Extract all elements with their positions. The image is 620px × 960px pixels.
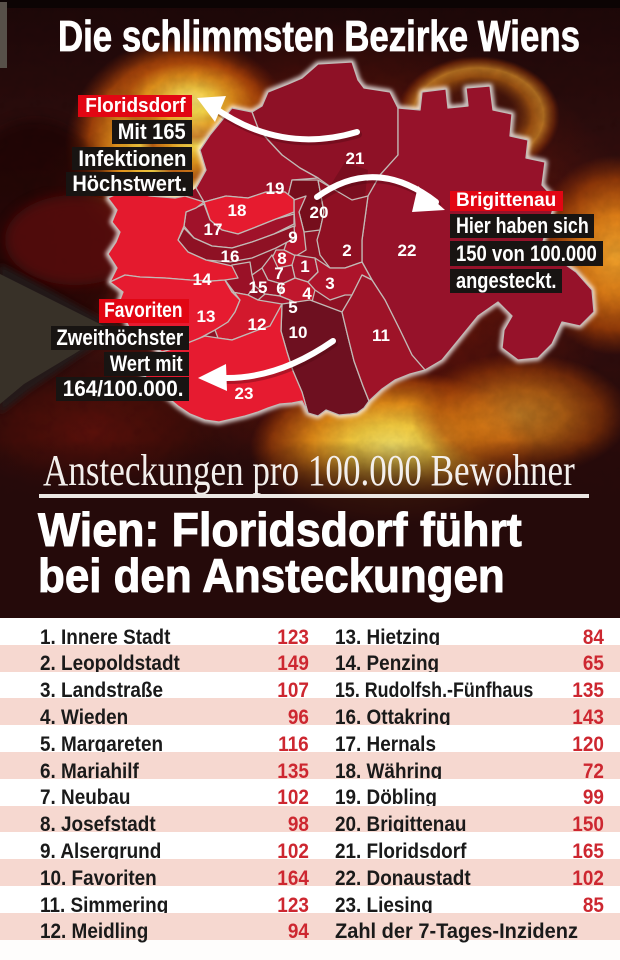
svg-text:18: 18 bbox=[228, 201, 247, 220]
svg-text:15: 15 bbox=[249, 278, 268, 297]
svg-text:21: 21 bbox=[346, 149, 365, 168]
svg-text:4: 4 bbox=[302, 284, 312, 303]
svg-text:10: 10 bbox=[289, 323, 308, 342]
svg-text:5: 5 bbox=[288, 298, 297, 317]
svg-text:19: 19 bbox=[266, 179, 285, 198]
svg-text:1: 1 bbox=[300, 257, 309, 276]
svg-text:14: 14 bbox=[193, 270, 212, 289]
svg-text:3: 3 bbox=[325, 274, 334, 293]
svg-text:22: 22 bbox=[398, 241, 417, 260]
svg-text:23: 23 bbox=[235, 384, 254, 403]
svg-text:20: 20 bbox=[310, 203, 329, 222]
svg-text:17: 17 bbox=[204, 220, 223, 239]
svg-text:7: 7 bbox=[274, 264, 283, 283]
svg-text:13: 13 bbox=[197, 307, 216, 326]
svg-text:8: 8 bbox=[277, 249, 286, 268]
svg-text:11: 11 bbox=[372, 326, 390, 345]
svg-text:6: 6 bbox=[276, 279, 285, 298]
svg-text:16: 16 bbox=[221, 247, 240, 266]
svg-text:12: 12 bbox=[248, 315, 267, 334]
svg-text:2: 2 bbox=[342, 241, 351, 260]
svg-text:9: 9 bbox=[288, 228, 297, 247]
